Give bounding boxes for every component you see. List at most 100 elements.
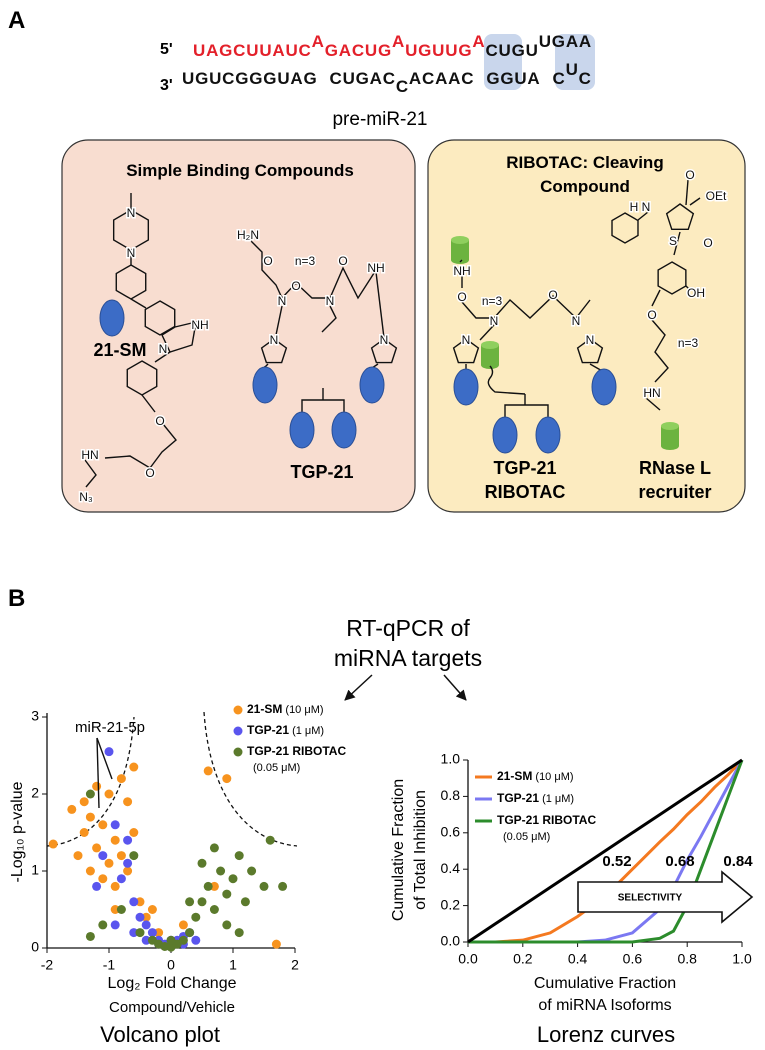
box-title: RIBOTAC: Cleaving — [506, 153, 663, 172]
point — [92, 881, 102, 891]
atom-label: N — [326, 294, 335, 308]
rnase-l-recruiter — [661, 442, 679, 450]
atom-label: N — [572, 314, 581, 328]
atom-label: O — [685, 168, 694, 182]
bond — [689, 197, 701, 206]
rnase-l-recruiter — [661, 426, 679, 446]
point — [123, 797, 133, 807]
y-axis-label: of Total Inhibition — [412, 790, 429, 910]
point — [116, 905, 126, 914]
heading: miRNA targets — [334, 645, 482, 671]
nucleotides: C — [579, 69, 592, 88]
atom-label: N — [490, 314, 499, 328]
atom-label: O — [145, 466, 154, 480]
point — [110, 905, 120, 914]
atom-label: N — [586, 333, 595, 347]
selectivity-arrow — [577, 870, 754, 924]
chart-title: Lorenz curves — [537, 1022, 675, 1047]
x-tick-label: 0.8 — [677, 951, 697, 967]
compound-name: TGP-21 — [493, 458, 556, 478]
point — [166, 935, 176, 945]
bond — [685, 179, 689, 206]
point — [104, 858, 114, 868]
legend-label: TGP-21 RIBOTAC (0.05 μM) — [497, 813, 596, 843]
bond — [461, 295, 591, 320]
nucleotides: A — [392, 32, 405, 51]
bond — [84, 459, 97, 488]
point — [197, 858, 207, 868]
atom-label: N — [278, 294, 287, 308]
x-axis-label: Log₂ Fold Change — [108, 975, 237, 992]
point — [92, 843, 102, 853]
point — [98, 920, 108, 930]
ring — [657, 261, 687, 295]
rnase-l-recruiter — [481, 345, 499, 365]
atom-label: O — [703, 236, 712, 250]
x-tick-label: 0.4 — [568, 951, 588, 967]
heading: RT-qPCR of — [346, 615, 470, 641]
point — [191, 935, 201, 945]
point — [129, 762, 139, 772]
annotation: 0.84 — [723, 853, 753, 870]
curve — [468, 758, 744, 944]
y-tick-label: 0.0 — [441, 933, 461, 949]
nucleotides: U — [566, 60, 579, 79]
legend-label: TGP-21 (1 μM) — [497, 791, 574, 805]
bond — [249, 239, 377, 300]
nucleotides: CUGAC — [330, 69, 396, 88]
nucleotides: UGUUG — [405, 41, 472, 60]
x-axis-label: of miRNA Isoforms — [538, 997, 671, 1014]
x-axis-label: Cumulative Fraction — [534, 975, 676, 992]
point — [191, 912, 201, 922]
annotation: 0.52 — [602, 853, 631, 870]
atom-label: NH — [191, 318, 208, 332]
box-title: Compound — [540, 177, 630, 196]
y-tick-label: 0 — [31, 939, 39, 955]
point — [222, 920, 232, 930]
point — [234, 928, 244, 938]
point — [240, 897, 250, 907]
atom-label: N — [270, 333, 279, 347]
bond — [651, 289, 661, 307]
bond — [141, 394, 156, 413]
point — [116, 851, 126, 861]
x-tick-label: 0.6 — [623, 951, 643, 967]
curve — [467, 758, 743, 944]
point — [147, 928, 157, 938]
atom-label: N — [127, 206, 136, 220]
rnase-l-recruiter — [481, 341, 499, 349]
bond — [673, 231, 681, 256]
y-tick-label: 0.2 — [441, 896, 461, 912]
arrow — [443, 674, 467, 701]
legend-label: TGP-21 RIBOTAC (0.05 μM) — [247, 744, 346, 774]
y-tick-label: 2 — [31, 785, 39, 801]
nucleotides: UAGCUUAUC — [193, 41, 312, 60]
bond — [504, 404, 549, 417]
point — [147, 905, 157, 914]
legend-marker — [233, 747, 243, 757]
legend-marker — [233, 705, 243, 715]
atom-label: OEt — [706, 189, 727, 203]
atom-label: O — [457, 290, 466, 304]
x-tick-label: 0.2 — [513, 951, 533, 967]
bond — [104, 423, 177, 469]
bond — [130, 298, 147, 309]
point — [123, 835, 133, 845]
point — [85, 789, 95, 799]
point — [135, 912, 145, 922]
box-title: Simple Binding Compounds — [126, 161, 354, 180]
ring — [370, 338, 398, 364]
bond — [321, 305, 337, 333]
bond — [275, 305, 283, 336]
atom-label: O — [338, 254, 347, 268]
x-tick-label: 0.0 — [458, 951, 478, 967]
nucleotides: GACUG — [325, 41, 392, 60]
atom-label: n=3 — [482, 294, 503, 308]
legend-label: 21-SM (10 μM) — [497, 769, 574, 783]
point — [110, 881, 120, 891]
highlight — [484, 34, 522, 90]
point — [271, 939, 281, 949]
point — [197, 897, 207, 907]
legend-marker — [233, 726, 243, 736]
rnase-l-recruiter — [451, 256, 469, 264]
